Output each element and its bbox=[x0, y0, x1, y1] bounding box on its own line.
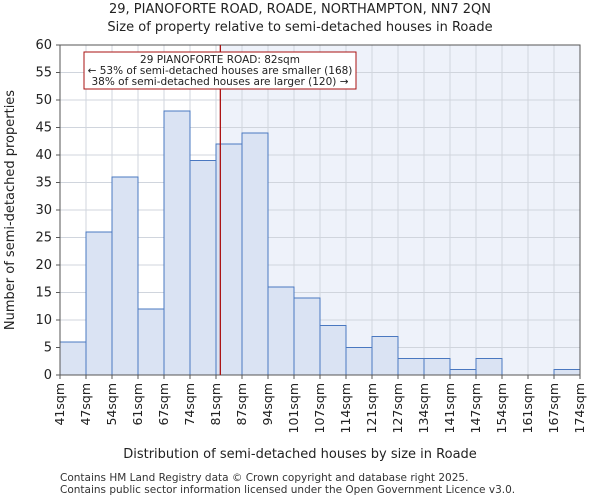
histogram-bar bbox=[163, 110, 191, 376]
histogram-bar bbox=[111, 176, 139, 376]
y-tick-label: 45 bbox=[35, 121, 52, 136]
histogram-bar bbox=[241, 132, 269, 376]
histogram-bar bbox=[319, 325, 347, 376]
x-tick-label: 127sqm bbox=[390, 383, 405, 433]
x-tick-label: 81sqm bbox=[208, 383, 223, 426]
x-tick-label: 154sqm bbox=[494, 383, 509, 433]
x-tick-label: 87sqm bbox=[234, 383, 249, 426]
footer-credit-line-2: Contains public sector information licen… bbox=[60, 484, 516, 496]
histogram-bar bbox=[59, 341, 87, 376]
histogram-bar bbox=[137, 308, 165, 376]
histogram-bar bbox=[189, 160, 217, 376]
x-tick-label: 101sqm bbox=[286, 383, 301, 433]
histogram-bar bbox=[449, 369, 477, 376]
y-tick-label: 15 bbox=[35, 286, 52, 301]
annotation-line: 38% of semi-detached houses are larger (… bbox=[92, 76, 349, 88]
x-tick-label: 54sqm bbox=[104, 383, 119, 426]
x-tick-label: 74sqm bbox=[182, 383, 197, 426]
x-tick-label: 121sqm bbox=[364, 383, 379, 433]
x-tick-label: 41sqm bbox=[52, 383, 67, 426]
annotation-box bbox=[83, 51, 357, 90]
x-tick-label: 141sqm bbox=[442, 383, 457, 433]
y-tick-label: 30 bbox=[35, 203, 52, 218]
x-tick-label: 134sqm bbox=[416, 383, 431, 433]
y-tick-label: 20 bbox=[35, 258, 52, 273]
y-tick-label: 50 bbox=[35, 93, 52, 108]
chart-subtitle: Size of property relative to semi-detach… bbox=[107, 20, 493, 35]
y-tick-label: 5 bbox=[44, 341, 52, 356]
x-tick-label: 174sqm bbox=[572, 383, 587, 433]
footer-credit-line-1: Contains HM Land Registry data © Crown c… bbox=[60, 472, 469, 484]
histogram-bar bbox=[345, 347, 373, 376]
chart-title: 29, PIANOFORTE ROAD, ROADE, NORTHAMPTON,… bbox=[109, 2, 491, 17]
y-axis-label: Number of semi-detached properties bbox=[3, 90, 18, 330]
annotation-line: 29 PIANOFORTE ROAD: 82sqm bbox=[140, 54, 300, 66]
y-tick-label: 10 bbox=[35, 313, 52, 328]
y-tick-label: 40 bbox=[35, 148, 52, 163]
histogram-bar bbox=[397, 358, 425, 376]
x-axis-label: Distribution of semi-detached houses by … bbox=[123, 447, 477, 462]
x-tick-label: 161sqm bbox=[520, 383, 535, 433]
x-tick-label: 61sqm bbox=[130, 383, 145, 426]
y-tick-label: 25 bbox=[35, 231, 52, 246]
x-tick-label: 107sqm bbox=[312, 383, 327, 433]
histogram-bar bbox=[85, 231, 113, 376]
y-tick-label: 0 bbox=[44, 368, 52, 383]
y-tick-label: 35 bbox=[35, 176, 52, 191]
y-tick-label: 60 bbox=[35, 38, 52, 53]
x-tick-label: 94sqm bbox=[260, 383, 275, 426]
x-tick-label: 147sqm bbox=[468, 383, 483, 433]
annotation-line: ← 53% of semi-detached houses are smalle… bbox=[88, 65, 353, 77]
histogram-bar bbox=[423, 358, 451, 376]
histogram-bar bbox=[371, 336, 399, 376]
histogram-bar bbox=[267, 286, 295, 376]
x-tick-label: 114sqm bbox=[338, 383, 353, 433]
x-tick-label: 167sqm bbox=[546, 383, 561, 433]
histogram-bar bbox=[475, 358, 503, 376]
x-tick-label: 67sqm bbox=[156, 383, 171, 426]
histogram-bar bbox=[293, 297, 321, 376]
y-tick-label: 55 bbox=[35, 66, 52, 81]
histogram-bar bbox=[553, 369, 581, 376]
x-tick-label: 47sqm bbox=[78, 383, 93, 426]
